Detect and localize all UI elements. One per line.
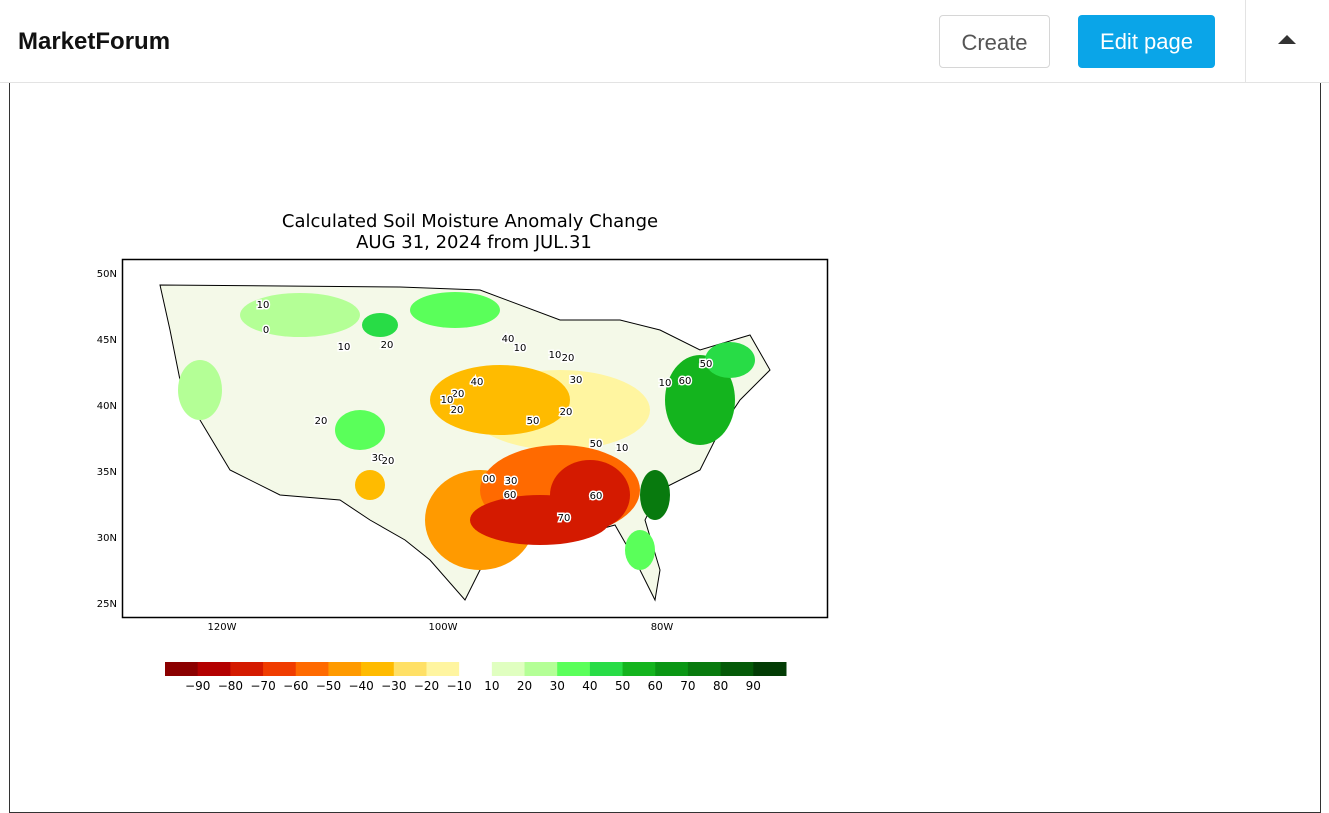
contour-label: 60 bbox=[590, 491, 603, 502]
contour-label: 50 bbox=[527, 416, 540, 427]
colorbar-swatch bbox=[622, 662, 656, 676]
colorbar-label: 60 bbox=[648, 679, 663, 693]
contour-label: 10 bbox=[514, 343, 527, 354]
contour-label: 10 bbox=[257, 300, 270, 311]
contour-label: 10 bbox=[338, 342, 351, 353]
colorbar-swatch bbox=[328, 662, 362, 676]
colorbar-swatch bbox=[655, 662, 689, 676]
contour-label: 20 bbox=[315, 416, 328, 427]
lat-label: 45N bbox=[97, 335, 117, 346]
lat-label: 35N bbox=[97, 467, 117, 478]
colorbar-label: 80 bbox=[713, 679, 728, 693]
colorbar-label: −80 bbox=[218, 679, 243, 693]
colorbar-label: −50 bbox=[316, 679, 341, 693]
contour-label: 40 bbox=[502, 334, 515, 345]
contour-label: 20 bbox=[560, 407, 573, 418]
colorbar-swatch bbox=[589, 662, 624, 676]
contour-label: 10 bbox=[616, 443, 629, 454]
colorbar-label: −40 bbox=[348, 679, 373, 693]
contour-label: 50 bbox=[590, 439, 603, 450]
contour-label: 20 bbox=[451, 405, 464, 416]
contour-label: 20 bbox=[381, 340, 394, 351]
region bbox=[410, 292, 500, 328]
collapse-caret[interactable] bbox=[1278, 35, 1296, 44]
contour-label: 30 bbox=[570, 375, 583, 386]
colorbar-label: −20 bbox=[414, 679, 439, 693]
contour-label: 60 bbox=[504, 490, 517, 501]
divider bbox=[1245, 0, 1246, 83]
colorbar-swatch bbox=[753, 662, 787, 676]
lat-label: 30N bbox=[97, 533, 117, 544]
colorbar-swatch bbox=[165, 662, 199, 676]
colorbar-swatch bbox=[459, 662, 493, 676]
contour-label: 20 bbox=[452, 389, 465, 400]
colorbar-swatch bbox=[524, 662, 558, 676]
brand[interactable]: MarketForum bbox=[18, 28, 171, 55]
colorbar-label: −90 bbox=[185, 679, 210, 693]
map-title: Calculated Soil Moisture Anomaly Change bbox=[282, 211, 658, 232]
lat-label: 25N bbox=[97, 599, 117, 610]
contour-label: 10 bbox=[659, 378, 672, 389]
colorbar-swatch bbox=[426, 662, 460, 676]
colorbar-label: −70 bbox=[250, 679, 275, 693]
colorbar-swatch bbox=[557, 662, 591, 676]
contour-label: 20 bbox=[562, 353, 575, 364]
colorbar-label: 10 bbox=[484, 679, 499, 693]
colorbar-label: 90 bbox=[746, 679, 761, 693]
region bbox=[362, 313, 398, 337]
lat-label: 40N bbox=[97, 401, 117, 412]
contour-label: 00 bbox=[483, 474, 496, 485]
header: MarketForum Create Edit page bbox=[0, 0, 1329, 83]
region bbox=[178, 360, 222, 420]
region bbox=[335, 410, 385, 450]
contour-label: 30 bbox=[372, 453, 385, 464]
region bbox=[355, 470, 385, 500]
colorbar-swatch bbox=[720, 662, 754, 676]
colorbar-label: 40 bbox=[582, 679, 597, 693]
colorbar-label: −60 bbox=[283, 679, 308, 693]
colorbar-swatch bbox=[393, 662, 427, 676]
map-frame bbox=[121, 258, 829, 619]
colorbar-swatch bbox=[295, 662, 329, 676]
colorbar-swatch bbox=[197, 662, 231, 676]
colorbar-label: 20 bbox=[517, 679, 532, 693]
colorbar-label: 30 bbox=[550, 679, 565, 693]
lon-label: 120W bbox=[208, 622, 237, 633]
contour-label: 10 bbox=[549, 350, 562, 361]
contour-label: 20 bbox=[382, 456, 395, 467]
colorbar-label: −10 bbox=[446, 679, 471, 693]
lat-label: 50N bbox=[97, 269, 117, 280]
create-button[interactable]: Create bbox=[939, 15, 1050, 68]
colorbar-label: −30 bbox=[381, 679, 406, 693]
region bbox=[430, 365, 570, 435]
region bbox=[705, 342, 755, 378]
edit-page-button[interactable]: Edit page bbox=[1078, 15, 1215, 68]
colorbar-swatch bbox=[263, 662, 297, 676]
region bbox=[550, 460, 630, 530]
lon-label: 100W bbox=[429, 622, 458, 633]
contour-label: 60 bbox=[679, 376, 692, 387]
colorbar-swatch bbox=[687, 662, 722, 676]
colorbar-label: 70 bbox=[680, 679, 695, 693]
map-subtitle: AUG 31, 2024 from JUL.31 bbox=[356, 232, 592, 253]
region bbox=[665, 355, 735, 445]
colorbar-swatch bbox=[230, 662, 264, 676]
contour-label: 10 bbox=[441, 395, 454, 406]
map-fill bbox=[123, 260, 827, 617]
contour-label: 0 bbox=[263, 325, 269, 336]
colorbar-swatch bbox=[491, 662, 526, 676]
contour-label: 40 bbox=[471, 377, 484, 388]
colorbar-label: 50 bbox=[615, 679, 630, 693]
colorbar-swatch bbox=[361, 662, 395, 676]
contour-label: 50 bbox=[700, 359, 713, 370]
contour-label: 70 bbox=[558, 513, 571, 524]
region bbox=[240, 293, 360, 337]
contour-label: 30 bbox=[505, 476, 518, 487]
region bbox=[640, 470, 670, 520]
lon-label: 80W bbox=[651, 622, 674, 633]
region bbox=[625, 530, 655, 570]
